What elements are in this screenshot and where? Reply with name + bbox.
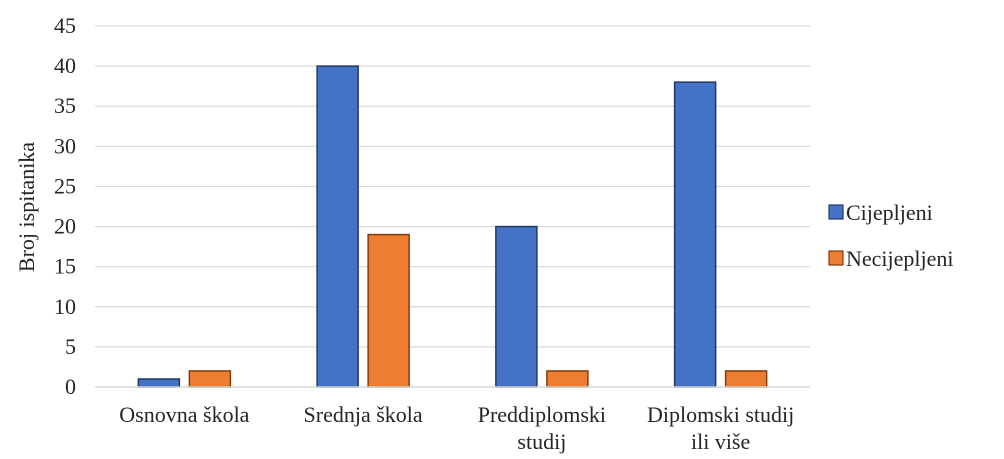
y-axis-ticks: 0 5 10 15 20 25 30 35 40 45 [54,13,76,399]
y-tick-label: 40 [54,53,76,78]
y-tick-label: 10 [54,294,76,319]
bar-necijepljeni-0 [188,370,232,388]
y-tick-label: 20 [54,214,76,239]
x-category-label: Preddiplomski [478,402,606,427]
x-axis-categories: Osnovna škola Srednja škola Preddiplomskis… [119,402,794,454]
gridlines [95,25,810,348]
y-tick-label: 30 [54,133,76,158]
x-category-label: studij [517,429,566,454]
legend: Cijepljeni Necijepljeni [828,200,954,271]
bar-necijepljeni-3 [724,370,768,388]
legend-swatch-necijepljeni [828,250,844,266]
y-axis-title: Broj ispitanika [14,142,39,272]
x-category-label: Osnovna škola [119,402,249,427]
y-tick-label: 5 [65,334,76,359]
legend-label-necijepljeni: Necijepljeni [846,246,954,271]
x-category-label: ili više [691,429,750,454]
y-tick-label: 35 [54,93,76,118]
y-tick-label: 0 [65,374,76,399]
bar-cijepljeni-0 [137,378,181,388]
legend-swatch-cijepljeni [828,204,844,220]
bars [137,65,768,388]
bar-cijepljeni-3 [673,81,717,388]
bar-necijepljeni-2 [546,370,589,388]
y-tick-label: 25 [54,173,76,198]
bar-cijepljeni-1 [316,65,359,388]
x-category-label: Srednja škola [304,402,423,427]
x-category-label: Diplomski studij [647,402,794,427]
y-tick-label: 15 [54,254,76,279]
bar-cijepljeni-2 [495,225,538,388]
legend-label-cijepljeni: Cijepljeni [846,200,933,225]
y-tick-label: 45 [54,13,76,38]
bar-necijepljeni-1 [367,233,410,388]
